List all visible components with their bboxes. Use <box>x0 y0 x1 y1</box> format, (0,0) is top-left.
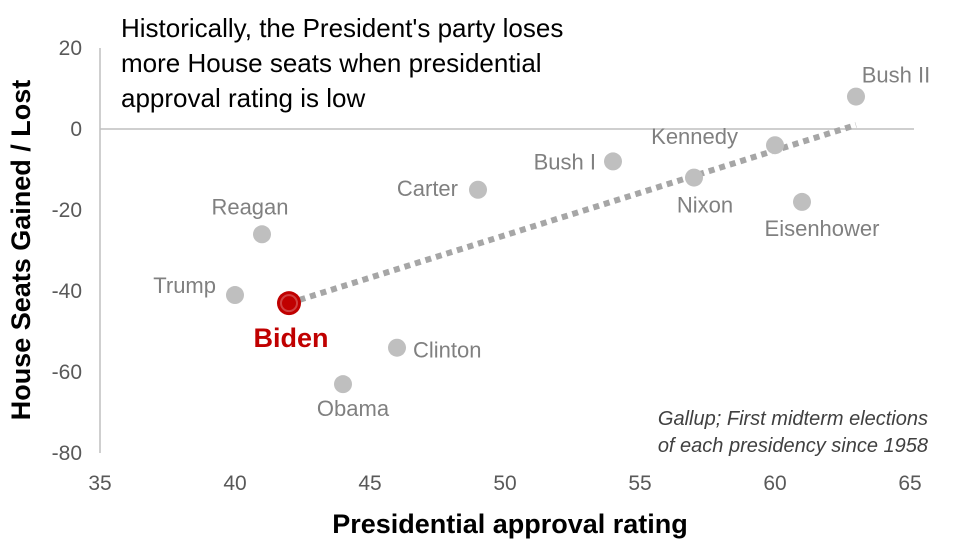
chart-title: Historically, the President's party lose… <box>121 13 563 113</box>
y-tick-label: 0 <box>70 118 82 141</box>
x-axis-label: Presidential approval rating <box>332 509 688 539</box>
title-line-1: Historically, the President's party lose… <box>121 13 563 43</box>
source-line-1: Gallup; First midterm elections <box>658 408 928 430</box>
x-tick-label: 65 <box>898 472 921 495</box>
point-label-reagan: Reagan <box>211 194 288 219</box>
data-point-biden-ring <box>280 294 298 313</box>
x-tick-label: 40 <box>223 472 246 495</box>
point-labels: Bush II Kennedy Bush I Nixon Carter Eisenhowe… <box>153 63 930 422</box>
data-point-eisenhower <box>793 192 811 211</box>
point-label-bush-i: Bush I <box>534 149 596 174</box>
source-note: Gallup; First midterm elections of each … <box>658 408 928 457</box>
point-label-nixon: Nixon <box>677 193 733 218</box>
x-tick-label: 50 <box>493 472 516 495</box>
point-label-biden: Biden <box>253 323 328 353</box>
y-tick-labels: 20 0 -20 -40 -60 -80 <box>52 37 82 465</box>
point-label-obama: Obama <box>317 396 390 421</box>
y-axis-label: House Seats Gained / Lost <box>6 80 36 421</box>
y-tick-label: -60 <box>52 361 82 384</box>
data-point-reagan <box>253 225 271 244</box>
x-tick-label: 60 <box>763 472 786 495</box>
y-tick-label: -20 <box>52 199 82 222</box>
x-tick-labels: 35 40 45 50 55 60 65 <box>88 472 921 495</box>
data-point-bush-i <box>604 152 622 171</box>
x-tick-label: 55 <box>628 472 651 495</box>
data-point-clinton <box>388 338 406 357</box>
point-label-clinton: Clinton <box>413 338 481 363</box>
data-point-biden <box>277 291 301 316</box>
x-tick-label: 45 <box>358 472 381 495</box>
data-points <box>226 87 865 394</box>
point-label-carter: Carter <box>397 176 458 201</box>
data-point-bush-ii <box>847 87 865 106</box>
data-point-obama <box>334 375 352 394</box>
data-point-carter <box>469 180 487 199</box>
y-tick-label: -80 <box>52 442 82 465</box>
data-point-trump <box>226 286 244 305</box>
title-line-3: approval rating is low <box>121 83 365 113</box>
point-label-bush-ii: Bush II <box>862 63 930 88</box>
x-tick-label: 35 <box>88 472 111 495</box>
point-label-trump: Trump <box>153 273 216 298</box>
point-label-eisenhower: Eisenhower <box>765 216 880 241</box>
title-line-2: more House seats when presidential <box>121 48 542 78</box>
trendline <box>288 122 857 307</box>
y-tick-label: -40 <box>52 280 82 303</box>
point-label-kennedy: Kennedy <box>651 124 738 149</box>
data-point-nixon <box>685 168 703 187</box>
source-line-2: of each presidency since 1958 <box>658 435 928 457</box>
y-tick-label: 20 <box>59 37 82 60</box>
data-point-kennedy <box>766 136 784 155</box>
